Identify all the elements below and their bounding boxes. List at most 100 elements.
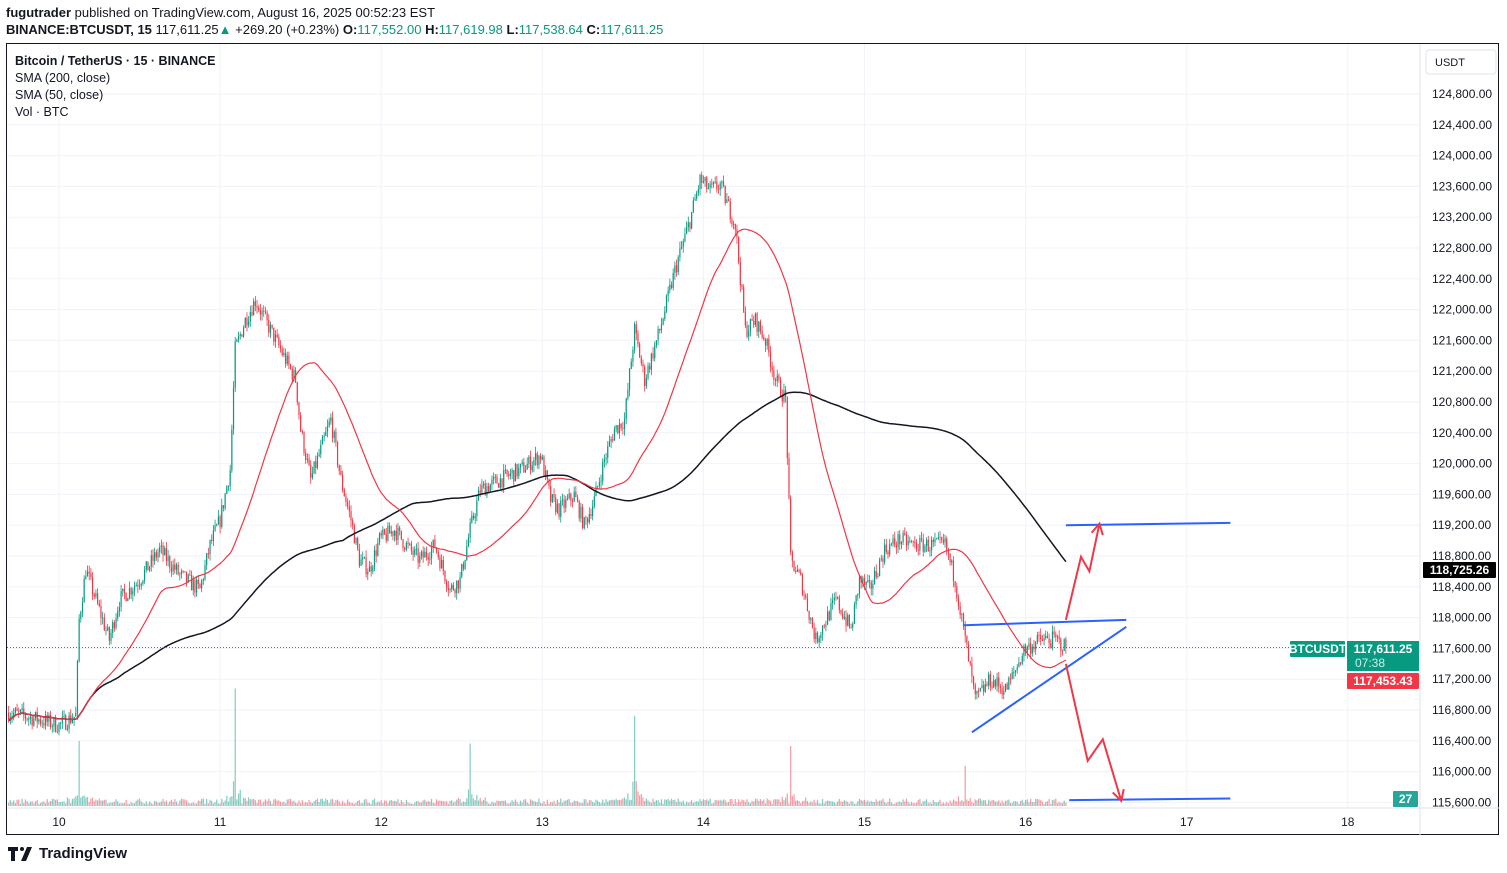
candle-body xyxy=(541,456,543,460)
candle-body xyxy=(388,525,391,534)
volume-bar xyxy=(331,798,334,806)
legend-title[interactable]: Bitcoin / TetherUS · 15 · BINANCE xyxy=(15,54,216,68)
volume-bar xyxy=(504,800,506,806)
volume-bar xyxy=(815,802,817,806)
legend-sma200[interactable]: SMA (200, close) xyxy=(15,71,111,85)
volume-bar xyxy=(692,802,694,806)
volume-bar xyxy=(889,798,891,806)
candle-body xyxy=(281,348,283,355)
path-arrow[interactable] xyxy=(1064,663,1123,802)
candle-body xyxy=(383,529,386,534)
candle-body xyxy=(801,574,804,595)
candle-body xyxy=(113,622,115,628)
path-arrow[interactable] xyxy=(1064,523,1101,621)
tradingview-logo[interactable]: TradingView xyxy=(8,845,127,862)
candle-body xyxy=(308,458,310,466)
candle-body xyxy=(207,553,209,555)
trendline[interactable] xyxy=(963,618,1127,627)
volume-bar xyxy=(466,798,468,806)
volume-bar xyxy=(444,801,446,806)
candle-body xyxy=(795,571,797,573)
author[interactable]: fugutrader xyxy=(6,5,71,20)
symbol-tag-bg xyxy=(1290,641,1345,657)
chart-frame[interactable] xyxy=(6,43,1499,835)
candle-body xyxy=(976,690,978,694)
candle-body xyxy=(120,591,122,608)
price-tick-label: 122,000.00 xyxy=(1432,303,1492,317)
volume-bar xyxy=(956,801,958,806)
volume-bar xyxy=(904,801,906,806)
volume-bar xyxy=(592,801,594,806)
volume-bar xyxy=(635,781,637,806)
candle-body xyxy=(925,539,928,547)
volume-bar xyxy=(113,801,115,806)
volume-bar xyxy=(279,801,282,806)
volume-bar xyxy=(920,803,923,806)
volume-bar xyxy=(786,793,788,806)
candle-body xyxy=(511,470,513,474)
volume-bar xyxy=(675,802,678,806)
volume-bar xyxy=(65,803,67,806)
candle-body xyxy=(241,334,243,337)
candle-body xyxy=(1001,688,1003,695)
volume-bar xyxy=(434,803,436,806)
volume-bar xyxy=(330,799,332,806)
legend-volume[interactable]: Vol · BTC xyxy=(15,105,69,119)
volume-bar xyxy=(372,799,374,806)
candle-body xyxy=(931,539,933,551)
volume-bar xyxy=(105,799,107,806)
volume-bar xyxy=(133,803,136,806)
volume-bar xyxy=(370,803,372,806)
volume-bar xyxy=(180,798,183,806)
volume-bar xyxy=(46,799,48,806)
volume-bar xyxy=(345,803,347,806)
candle-body xyxy=(746,325,748,337)
candle-body xyxy=(602,461,604,482)
volume-bar xyxy=(706,799,708,806)
candle-body xyxy=(279,345,282,349)
candle-body xyxy=(125,593,127,602)
candle-body xyxy=(506,469,508,475)
trendline[interactable] xyxy=(1069,797,1231,802)
candle-body xyxy=(702,181,704,183)
volume-bar xyxy=(357,800,359,806)
volume-bar xyxy=(608,800,611,806)
candle-body xyxy=(397,527,399,541)
candle-body xyxy=(978,690,980,692)
candle-body xyxy=(447,587,449,591)
volume-bar xyxy=(909,803,911,806)
trendline[interactable] xyxy=(971,626,1127,734)
volume-bar xyxy=(573,800,575,806)
volume-bar xyxy=(160,801,162,806)
candle-body xyxy=(922,539,924,552)
currency-button[interactable] xyxy=(1425,49,1497,75)
volume-bar xyxy=(387,803,389,806)
trendline[interactable] xyxy=(1065,521,1231,527)
volume-bar xyxy=(201,798,203,806)
open-value: 117,552.00 xyxy=(357,22,422,37)
candle-body xyxy=(68,715,70,729)
candle-body xyxy=(531,465,533,471)
candle-body xyxy=(867,580,869,582)
volume-bar xyxy=(424,799,426,806)
volume-bar xyxy=(316,798,319,806)
candle-body xyxy=(657,328,659,341)
volume-bar xyxy=(912,803,914,806)
candle-body xyxy=(674,265,676,273)
candle-body xyxy=(853,604,856,624)
candle-body xyxy=(375,550,377,556)
volume-bar xyxy=(338,801,340,806)
candle-body xyxy=(947,550,950,554)
candle-body xyxy=(330,417,332,422)
volume-bar xyxy=(587,802,589,806)
candle-body xyxy=(1009,677,1012,679)
candle-body xyxy=(340,470,342,476)
candle-body xyxy=(242,327,245,337)
volume-bar xyxy=(598,802,600,806)
volume-bar xyxy=(585,799,587,806)
price-tick-label: 124,400.00 xyxy=(1432,118,1492,132)
legend-sma50[interactable]: SMA (50, close) xyxy=(15,88,104,102)
volume-bar xyxy=(724,800,726,806)
candle-body xyxy=(467,537,470,547)
